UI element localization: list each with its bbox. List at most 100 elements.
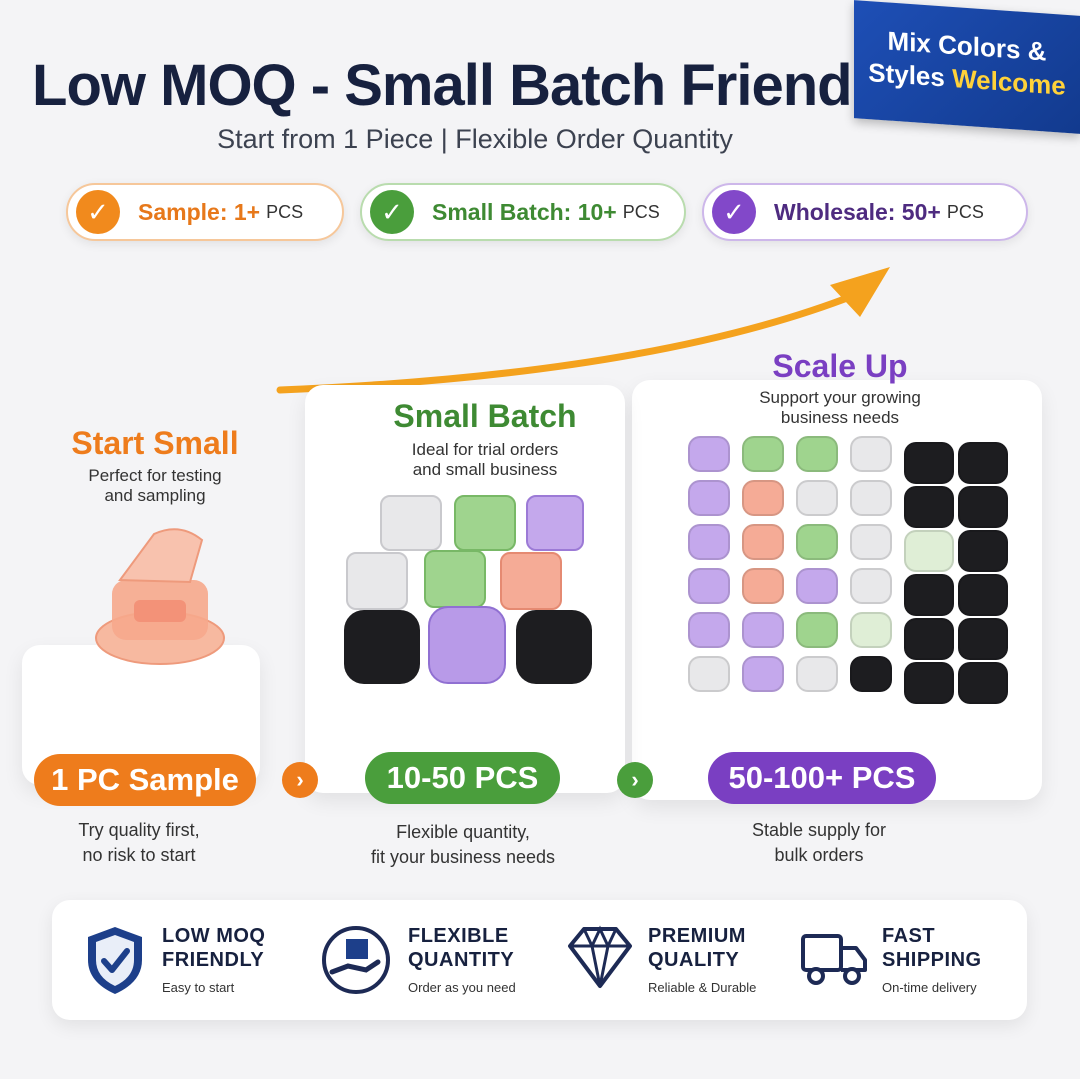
feature-sub: Reliable & Durable bbox=[648, 980, 757, 995]
cap-item bbox=[850, 568, 892, 604]
feature-title: QUALITY bbox=[648, 949, 740, 971]
cap-item bbox=[904, 618, 954, 660]
feature-title: FAST bbox=[882, 925, 936, 947]
pill-label: Small Batch: 10+ bbox=[432, 198, 617, 225]
note-line: Flexible quantity, bbox=[396, 822, 530, 842]
cap-item bbox=[516, 610, 592, 684]
cap-item bbox=[424, 550, 486, 608]
check-icon: ✓ bbox=[76, 190, 120, 234]
cap-item bbox=[688, 480, 730, 516]
feature-premium: PREMIUM QUALITY Reliable & Durable bbox=[566, 924, 756, 995]
stage-desc: Perfect for testing and sampling bbox=[40, 466, 270, 506]
cap-item bbox=[688, 568, 730, 604]
feature-sub: On-time delivery bbox=[882, 980, 977, 995]
cap-item bbox=[958, 530, 1008, 572]
shield-check-icon bbox=[88, 927, 142, 994]
stage-desc-line: and small business bbox=[412, 460, 558, 479]
cap-item bbox=[500, 552, 562, 610]
badge-10-50-pcs: 10-50 PCS bbox=[365, 752, 560, 804]
stage-note: Try quality first, no risk to start bbox=[28, 818, 250, 868]
note-line: bulk orders bbox=[774, 845, 864, 865]
chevron-right-icon: › bbox=[282, 762, 318, 798]
note-line: Stable supply for bbox=[751, 820, 887, 840]
cap-item bbox=[796, 568, 838, 604]
wholesale-pill: ✓ Wholesale: 50+ PCS bbox=[702, 183, 1028, 241]
ribbon-styles: Styles bbox=[868, 57, 945, 93]
feature-low-moq: LOW MOQ FRIENDLY Easy to start bbox=[84, 924, 265, 996]
note-line: Try quality first, bbox=[78, 820, 200, 840]
feature-title: FRIENDLY bbox=[162, 949, 265, 971]
stage-desc: Ideal for trial orders and small busines… bbox=[360, 440, 610, 480]
cap-item bbox=[428, 606, 506, 684]
pill-unit: PCS bbox=[266, 201, 304, 222]
cap-item bbox=[742, 656, 784, 692]
cap-item bbox=[850, 524, 892, 560]
cap-item bbox=[796, 612, 838, 648]
stage-desc-line: Perfect for testing bbox=[88, 466, 222, 485]
cap-item bbox=[796, 480, 838, 516]
feature-title: QUANTITY bbox=[408, 949, 515, 971]
cap-item bbox=[958, 442, 1008, 484]
cap-item bbox=[904, 442, 954, 484]
page-title: Low MOQ - Small Batch Friendly bbox=[32, 53, 899, 118]
stage-desc-line: and sampling bbox=[104, 486, 206, 505]
stage-title-small-batch: Small Batch bbox=[393, 398, 577, 434]
features-bar: LOW MOQ FRIENDLY Easy to start FLEXIBLE … bbox=[52, 900, 1027, 1020]
cap-item bbox=[850, 612, 892, 648]
bulk-cap-grid bbox=[688, 436, 1033, 716]
stage-desc-line: Ideal for trial orders bbox=[411, 440, 559, 459]
stage-desc: Support your growing business needs bbox=[700, 388, 980, 428]
cap-item bbox=[688, 524, 730, 560]
cap-item bbox=[904, 574, 954, 616]
stage-note: Flexible quantity, fit your business nee… bbox=[352, 820, 574, 870]
feature-title: SHIPPING bbox=[882, 949, 982, 971]
cap-item bbox=[958, 662, 1008, 704]
badge-50-100-pcs: 50-100+ PCS bbox=[708, 752, 936, 804]
cap-item bbox=[344, 610, 420, 684]
cap-item bbox=[688, 436, 730, 472]
mix-colors-ribbon: Mix Colors & Styles Welcome bbox=[854, 0, 1080, 134]
diamond-icon bbox=[568, 925, 632, 988]
feature-title: PREMIUM bbox=[648, 925, 746, 947]
cap-item bbox=[796, 656, 838, 692]
cap-item bbox=[958, 574, 1008, 616]
badge-1-pc-sample: 1 PC Sample bbox=[34, 754, 256, 806]
feature-fast-shipping: FAST SHIPPING On-time delivery bbox=[800, 924, 982, 995]
pill-label: Sample: 1+ bbox=[138, 198, 261, 225]
cap-item bbox=[904, 530, 954, 572]
cap-item bbox=[742, 612, 784, 648]
cap-item bbox=[796, 524, 838, 560]
cap-item bbox=[958, 486, 1008, 528]
cap-item bbox=[454, 495, 516, 551]
truck-icon bbox=[801, 934, 867, 985]
note-line: fit your business needs bbox=[370, 847, 556, 867]
pill-label: Wholesale: 50+ bbox=[774, 198, 941, 225]
stage-title-start-small: Start Small bbox=[71, 425, 239, 461]
feature-title: FLEXIBLE bbox=[408, 925, 509, 947]
check-icon: ✓ bbox=[370, 190, 414, 234]
stage-desc-line: business needs bbox=[780, 408, 900, 427]
cap-item bbox=[688, 656, 730, 692]
cap-item bbox=[850, 656, 892, 692]
small-batch-pill: ✓ Small Batch: 10+ PCS bbox=[360, 183, 686, 241]
sample-pill: ✓ Sample: 1+ PCS bbox=[66, 183, 344, 241]
cap-item bbox=[850, 480, 892, 516]
check-icon: ✓ bbox=[712, 190, 756, 234]
cap-item bbox=[380, 495, 442, 551]
stage-desc-line: Support your growing bbox=[759, 388, 921, 407]
cap-item bbox=[958, 618, 1008, 660]
hand-box-icon bbox=[322, 926, 390, 994]
cap-item bbox=[742, 524, 784, 560]
pill-unit: PCS bbox=[622, 201, 660, 222]
cap-item bbox=[904, 662, 954, 704]
ribbon-welcome: Welcome bbox=[952, 62, 1066, 101]
sample-cap-icon bbox=[95, 528, 225, 665]
chevron-right-icon: › bbox=[617, 762, 653, 798]
growth-arrow-icon bbox=[276, 267, 890, 394]
feature-sub: Order as you need bbox=[408, 980, 516, 995]
stage-note: Stable supply for bulk orders bbox=[708, 818, 930, 868]
feature-sub: Easy to start bbox=[162, 980, 235, 995]
cap-item bbox=[796, 436, 838, 472]
pill-unit: PCS bbox=[946, 201, 984, 222]
cap-item bbox=[688, 612, 730, 648]
